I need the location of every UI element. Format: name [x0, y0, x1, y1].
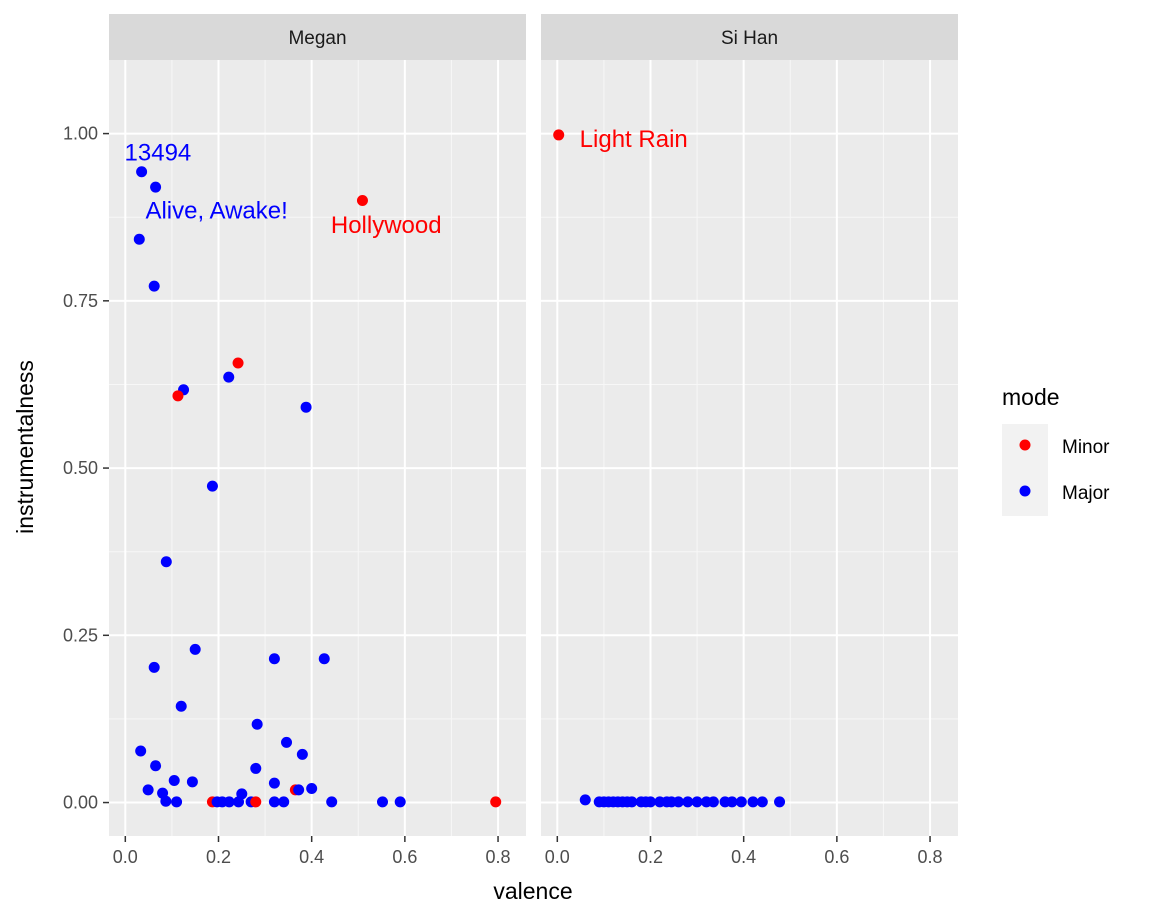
data-point-major — [160, 556, 172, 568]
data-point-major — [251, 718, 263, 730]
data-point-major — [223, 371, 235, 383]
data-point-major — [376, 796, 388, 808]
legend-title: mode — [1002, 384, 1060, 410]
data-point-major — [293, 784, 305, 796]
data-point-major — [672, 796, 684, 808]
data-point-major — [306, 783, 318, 795]
x-tick-label: 0.8 — [486, 847, 511, 867]
facet-megan: Megan 13494 Alive, Awake! Hollywood — [109, 14, 526, 836]
data-point-major — [626, 796, 638, 808]
data-point-major — [168, 774, 180, 786]
data-point-major — [691, 796, 703, 808]
data-point-major — [206, 480, 218, 492]
data-point-minor — [232, 357, 244, 369]
data-point-major — [150, 760, 162, 772]
point-annotation: Alive, Awake! — [145, 198, 287, 225]
legend-key-point — [1019, 485, 1031, 497]
data-point-major — [644, 796, 656, 808]
point-annotation: 13494 — [125, 139, 192, 166]
data-point-major — [250, 762, 262, 774]
y-tick-label: 0.50 — [63, 458, 98, 478]
y-tick-label: 0.75 — [63, 291, 98, 311]
x-tick-label: 0.6 — [392, 847, 417, 867]
data-point-major — [774, 796, 786, 808]
data-point-major — [726, 796, 738, 808]
data-point-major — [268, 777, 280, 789]
data-point-major — [326, 796, 338, 808]
x-tick-label: 0.4 — [731, 847, 756, 867]
panel-background — [541, 60, 958, 836]
legend-key-point — [1019, 439, 1031, 451]
x-tick-label: 0.4 — [299, 847, 324, 867]
point-annotation: Hollywood — [331, 212, 442, 239]
data-point-major — [682, 796, 694, 808]
point-annotation: Light Rain — [580, 126, 688, 153]
data-point-major — [171, 796, 183, 808]
x-tick-label: 0.8 — [918, 847, 943, 867]
y-axis: 0.00 0.25 0.50 0.75 1.00 — [63, 124, 109, 813]
x-tick-label: 0.0 — [113, 847, 138, 867]
data-point-major — [186, 776, 198, 788]
data-point-major — [394, 796, 406, 808]
legend-label-minor: Minor — [1062, 437, 1110, 458]
facet-si-han: Si Han Light Rain — [541, 14, 958, 836]
data-point-major — [223, 796, 235, 808]
data-point-major — [133, 233, 145, 245]
data-point-minor — [172, 390, 184, 402]
y-tick-label: 0.00 — [63, 793, 98, 813]
data-point-major — [300, 401, 312, 413]
x-axes: 0.0 0.2 0.4 0.6 0.8 0.0 0.2 0.4 0.6 0.8 — [113, 836, 943, 867]
data-point-major — [189, 643, 201, 655]
data-point-major — [268, 796, 280, 808]
data-point-major — [148, 661, 160, 673]
facet-strip — [541, 14, 958, 60]
facet-strip — [109, 14, 526, 60]
data-point-major — [278, 796, 290, 808]
x-tick-label: 0.0 — [545, 847, 570, 867]
legend: mode Minor Major — [1002, 384, 1110, 516]
data-point-major — [148, 280, 160, 292]
x-tick-label: 0.6 — [824, 847, 849, 867]
facet-strip-label: Megan — [288, 28, 346, 49]
data-point-major — [281, 736, 293, 748]
data-point-minor — [553, 129, 565, 141]
facet-panels: Megan 13494 Alive, Awake! Hollywood Si Han Li… — [109, 14, 958, 836]
data-point-major — [175, 700, 187, 712]
x-axis-title: valence — [493, 878, 572, 904]
data-point-major — [318, 653, 330, 665]
x-tick-label: 0.2 — [638, 847, 663, 867]
data-point-major — [136, 166, 148, 178]
data-point-major — [150, 181, 162, 193]
data-point-major — [579, 794, 591, 806]
data-point-major — [747, 796, 759, 808]
facet-strip-label: Si Han — [721, 28, 778, 49]
legend-entries: Minor Major — [1002, 424, 1110, 516]
data-point-minor — [356, 194, 368, 206]
data-point-minor — [490, 796, 502, 808]
data-point-minor — [250, 796, 262, 808]
data-point-major — [707, 796, 719, 808]
y-tick-label: 0.25 — [63, 625, 98, 645]
data-point-major — [756, 796, 768, 808]
legend-label-major: Major — [1062, 483, 1110, 504]
y-axis-title: instrumentalness — [12, 360, 38, 534]
data-point-major — [142, 784, 154, 796]
data-point-major — [735, 796, 747, 808]
data-point-major — [233, 796, 245, 808]
x-tick-label: 0.2 — [206, 847, 231, 867]
data-point-major — [135, 745, 147, 757]
data-point-major — [296, 748, 308, 760]
y-tick-label: 1.00 — [63, 124, 98, 144]
data-point-major — [268, 653, 280, 665]
data-point-major — [160, 795, 172, 807]
